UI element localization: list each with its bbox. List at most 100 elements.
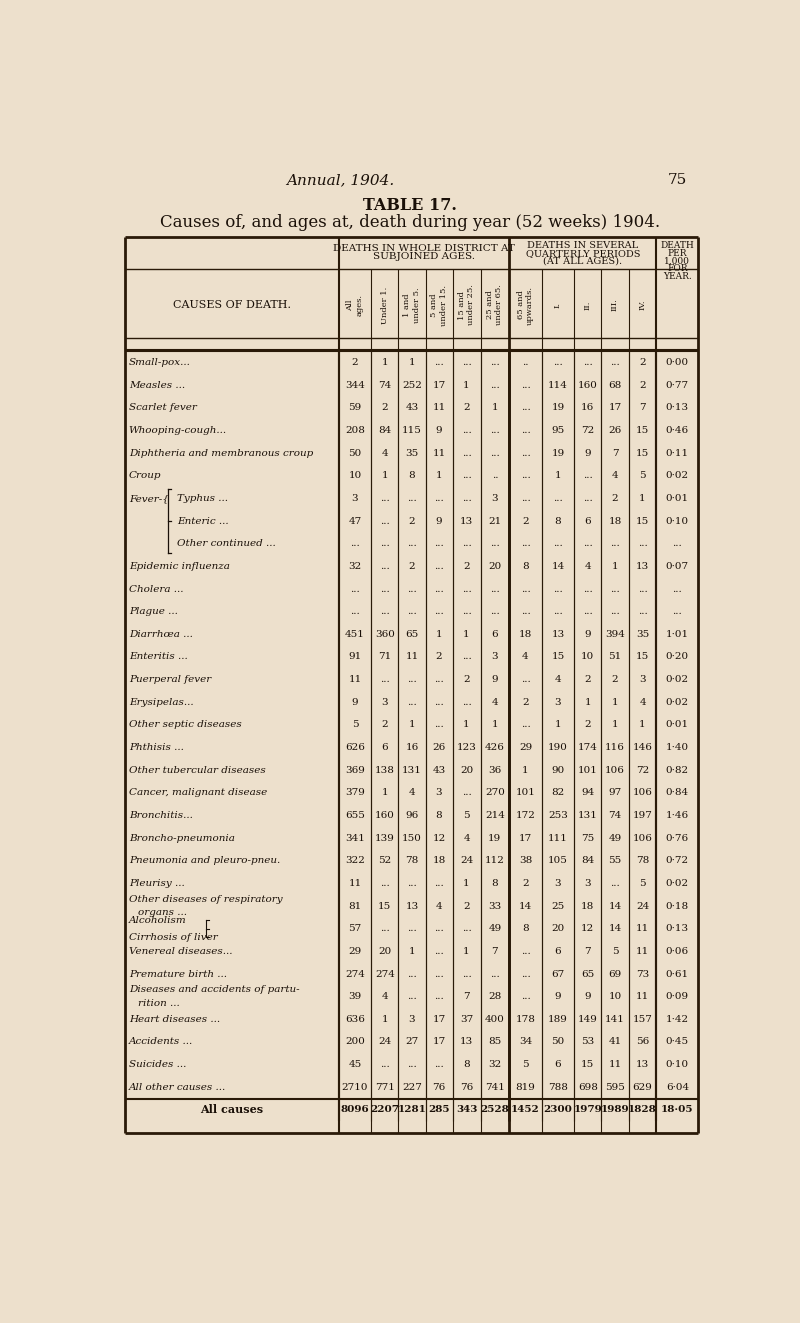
Text: 131: 131 xyxy=(578,811,598,820)
Text: 17: 17 xyxy=(608,404,622,413)
Text: ...: ... xyxy=(462,359,471,366)
Text: 74: 74 xyxy=(378,381,391,390)
Text: 16: 16 xyxy=(582,404,594,413)
Text: 1: 1 xyxy=(382,1015,388,1024)
Text: Causes of, and ages at, death during year (52 weeks) 1904.: Causes of, and ages at, death during yea… xyxy=(160,214,660,232)
Text: 1: 1 xyxy=(436,630,442,639)
Text: SUBJOINED AGES.: SUBJOINED AGES. xyxy=(373,253,475,261)
Text: 0·18: 0·18 xyxy=(666,901,689,910)
Text: 636: 636 xyxy=(345,1015,365,1024)
Text: ...: ... xyxy=(407,493,417,503)
Text: 106: 106 xyxy=(633,833,653,843)
Text: 1: 1 xyxy=(522,766,529,775)
Text: 13: 13 xyxy=(636,562,649,572)
Text: 13: 13 xyxy=(636,1060,649,1069)
Text: 3: 3 xyxy=(585,878,591,888)
Text: Plague ...: Plague ... xyxy=(129,607,178,617)
Text: 105: 105 xyxy=(548,856,568,865)
Text: DEATHS IN SEVERAL: DEATHS IN SEVERAL xyxy=(527,241,638,250)
Text: 1: 1 xyxy=(463,947,470,957)
Text: Pneumonia and pleuro-pneu.: Pneumonia and pleuro-pneu. xyxy=(129,856,280,865)
Text: 11: 11 xyxy=(348,878,362,888)
Text: ...: ... xyxy=(462,925,471,933)
Text: 343: 343 xyxy=(456,1106,478,1114)
Text: 2: 2 xyxy=(409,516,415,525)
Text: 0·77: 0·77 xyxy=(666,381,689,390)
Text: 65 and
upwards.: 65 and upwards. xyxy=(517,286,534,324)
Text: 116: 116 xyxy=(605,744,625,751)
Text: 85: 85 xyxy=(488,1037,502,1046)
Text: ...: ... xyxy=(521,540,530,548)
Text: 0·01: 0·01 xyxy=(666,721,689,729)
Text: 16: 16 xyxy=(406,744,418,751)
Text: All other causes ...: All other causes ... xyxy=(129,1082,226,1091)
Text: 20: 20 xyxy=(378,947,391,957)
Text: 33: 33 xyxy=(488,901,502,910)
Text: ...: ... xyxy=(521,471,530,480)
Text: 1 and
under 5.: 1 and under 5. xyxy=(403,287,421,323)
Text: 3: 3 xyxy=(436,789,442,798)
Text: 9: 9 xyxy=(585,630,591,639)
Text: 274: 274 xyxy=(345,970,365,979)
Text: 4: 4 xyxy=(409,789,415,798)
Text: Broncho-pneumonia: Broncho-pneumonia xyxy=(129,833,234,843)
Text: 81: 81 xyxy=(348,901,362,910)
Text: 344: 344 xyxy=(345,381,365,390)
Text: ...: ... xyxy=(434,970,444,979)
Text: 157: 157 xyxy=(633,1015,653,1024)
Text: 1: 1 xyxy=(382,359,388,366)
Text: 9: 9 xyxy=(352,697,358,706)
Text: 174: 174 xyxy=(578,744,598,751)
Text: Typhus ...: Typhus ... xyxy=(177,493,228,503)
Text: 252: 252 xyxy=(402,381,422,390)
Text: 34: 34 xyxy=(519,1037,532,1046)
Text: 78: 78 xyxy=(406,856,418,865)
Text: 3: 3 xyxy=(382,697,388,706)
Text: 1: 1 xyxy=(463,381,470,390)
Text: (AT ALL AGES).: (AT ALL AGES). xyxy=(543,257,622,266)
Text: ...: ... xyxy=(462,970,471,979)
Text: ...: ... xyxy=(434,493,444,503)
Text: ...: ... xyxy=(380,878,390,888)
Text: 14: 14 xyxy=(608,901,622,910)
Text: 43: 43 xyxy=(406,404,418,413)
Text: ...: ... xyxy=(407,697,417,706)
Text: 4: 4 xyxy=(639,697,646,706)
Text: 2: 2 xyxy=(522,878,529,888)
Text: 160: 160 xyxy=(578,381,598,390)
Text: 84: 84 xyxy=(378,426,391,435)
Text: 741: 741 xyxy=(485,1082,505,1091)
Text: ...: ... xyxy=(490,970,500,979)
Text: 160: 160 xyxy=(375,811,394,820)
Text: 9: 9 xyxy=(491,675,498,684)
Text: 101: 101 xyxy=(515,789,535,798)
Text: 112: 112 xyxy=(485,856,505,865)
Text: organs ...: organs ... xyxy=(138,909,187,917)
Text: Cancer, malignant disease: Cancer, malignant disease xyxy=(129,789,267,798)
Text: ...: ... xyxy=(434,540,444,548)
Text: 1: 1 xyxy=(436,471,442,480)
Text: 9: 9 xyxy=(585,992,591,1002)
Text: ...: ... xyxy=(490,359,500,366)
Text: 8: 8 xyxy=(436,811,442,820)
Text: 17: 17 xyxy=(433,1037,446,1046)
Text: 21: 21 xyxy=(488,516,502,525)
Text: ...: ... xyxy=(583,471,593,480)
Text: 0·06: 0·06 xyxy=(666,947,689,957)
Text: ...: ... xyxy=(407,607,417,617)
Text: ...: ... xyxy=(490,607,500,617)
Text: 819: 819 xyxy=(515,1082,535,1091)
Text: 1·40: 1·40 xyxy=(666,744,689,751)
Text: ...: ... xyxy=(380,493,390,503)
Text: YEAR.: YEAR. xyxy=(663,273,692,280)
Text: 13: 13 xyxy=(551,630,565,639)
Text: 41: 41 xyxy=(608,1037,622,1046)
Text: 71: 71 xyxy=(378,652,391,662)
Text: 2: 2 xyxy=(409,562,415,572)
Text: 76: 76 xyxy=(460,1082,474,1091)
Text: Diarrhœa ...: Diarrhœa ... xyxy=(129,630,193,639)
Text: Measles ...: Measles ... xyxy=(129,381,185,390)
Text: 3: 3 xyxy=(554,697,562,706)
Text: 1,000: 1,000 xyxy=(665,257,690,266)
Text: Other diseases of respiratory: Other diseases of respiratory xyxy=(129,894,282,904)
